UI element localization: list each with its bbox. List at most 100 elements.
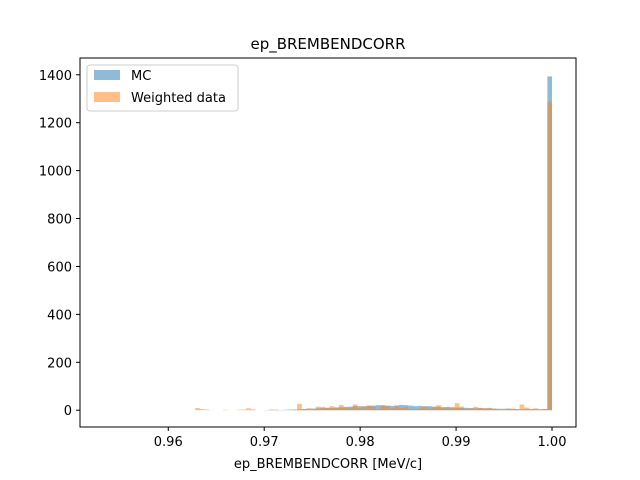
bar-weighted-data [246, 408, 251, 411]
bar-mc [417, 405, 423, 411]
bar-weighted-data [422, 406, 427, 411]
bar-weighted-data [505, 409, 511, 411]
x-tick-label: 0.98 [346, 435, 375, 450]
bar-mc [287, 409, 293, 411]
bar-weighted-data [394, 406, 400, 411]
bar-weighted-data [487, 407, 492, 411]
bar-mc [426, 406, 432, 411]
bar-weighted-data [385, 405, 390, 411]
legend-box [86, 64, 239, 112]
bar-weighted-data [440, 408, 446, 411]
bar-weighted-data [301, 409, 307, 411]
bar-weighted-data [195, 408, 200, 411]
bar-weighted-data [320, 406, 325, 411]
bar-weighted-data [426, 408, 432, 411]
bar-weighted-data [338, 404, 344, 411]
bar-weighted-data [528, 408, 534, 411]
bar-weighted-data [324, 407, 330, 411]
bar-mc [399, 404, 404, 411]
x-tick-label: 1.00 [538, 435, 567, 450]
bar-weighted-data [362, 406, 367, 411]
y-tick-label: 600 [47, 260, 72, 275]
legend-swatch-weighted-data [94, 92, 120, 102]
bar-mc [408, 405, 414, 411]
y-tick-label: 1000 [39, 165, 72, 180]
bar-weighted-data [533, 408, 539, 411]
bar-mc [413, 406, 418, 411]
legend-label-weighted-data: Weighted data [131, 91, 226, 106]
bar-mc [375, 405, 381, 411]
bar-mc [501, 408, 506, 411]
bar-weighted-data [357, 408, 363, 411]
bar-mc [496, 408, 502, 411]
bar-weighted-data [403, 407, 409, 411]
bar-weighted-data [329, 406, 335, 411]
bar-weighted-data [450, 407, 455, 411]
bar-weighted-data [311, 409, 316, 411]
bar-weighted-data [399, 408, 404, 411]
bar-weighted-data [380, 405, 386, 411]
bar-weighted-data [468, 408, 474, 411]
y-axis: 0 200 400 600 800 1000 1200 1400 [39, 69, 80, 419]
bar-weighted-data [436, 405, 441, 411]
bar-weighted-data [463, 408, 469, 411]
bar-mc [357, 406, 363, 411]
y-tick-label: 0 [64, 404, 72, 419]
bar-weighted-data [542, 409, 548, 411]
bar-weighted-data [204, 409, 210, 411]
bar-weighted-data [445, 408, 451, 411]
bar-weighted-data [496, 409, 502, 411]
x-tick-label: 0.97 [250, 435, 279, 450]
x-tick-label: 0.99 [442, 435, 471, 450]
x-tick-label: 0.96 [154, 435, 183, 450]
bar-weighted-data [352, 404, 358, 411]
legend-swatch-mc [94, 70, 120, 80]
bar-weighted-data [306, 408, 312, 411]
plot-area [195, 76, 553, 411]
chart-title: ep_BREMBENDCORR [250, 35, 405, 54]
bar-weighted-data [459, 406, 464, 411]
y-tick-label: 800 [47, 213, 72, 228]
legend-label-mc: MC [131, 69, 151, 84]
bar-weighted-data [538, 409, 543, 411]
series-weighted-data [195, 101, 553, 411]
plot-frame [79, 57, 577, 428]
bar-weighted-data [315, 406, 321, 411]
bar-weighted-data [431, 407, 437, 411]
legend: MC Weighted data [86, 64, 239, 112]
x-axis: 0.96 0.97 0.98 0.99 1.00 [154, 427, 567, 450]
bar-weighted-data [343, 407, 349, 411]
bar-weighted-data [371, 406, 376, 411]
y-tick-label: 400 [47, 308, 72, 323]
bar-mc [389, 405, 395, 411]
bar-weighted-data [199, 409, 205, 411]
bar-weighted-data [413, 409, 418, 411]
bar-weighted-data [514, 409, 520, 411]
bar-weighted-data [366, 405, 372, 411]
bar-weighted-data [389, 408, 395, 411]
bar-weighted-data [482, 408, 488, 411]
y-tick-label: 200 [47, 356, 72, 371]
bar-weighted-data [297, 403, 302, 411]
bar-weighted-data [250, 409, 256, 411]
bar-weighted-data [519, 404, 525, 411]
bar-weighted-data [269, 409, 274, 411]
bar-weighted-data [473, 406, 478, 411]
y-tick-label: 1400 [39, 69, 72, 84]
bar-weighted-data [348, 408, 353, 411]
x-axis-label: ep_BREMBENDCORR [MeV/c] [234, 457, 422, 472]
bar-weighted-data [241, 409, 247, 411]
bar-weighted-data [454, 403, 460, 411]
bar-weighted-data [375, 408, 381, 411]
bar-weighted-data [477, 407, 483, 411]
bar-weighted-data [547, 101, 553, 411]
bar-weighted-data [491, 408, 497, 411]
bar-weighted-data [417, 408, 423, 411]
bar-weighted-data [524, 407, 529, 411]
bar-weighted-data [510, 408, 515, 411]
bar-weighted-data [334, 407, 339, 411]
bar-mc [311, 408, 316, 411]
y-tick-label: 1200 [39, 117, 72, 132]
bar-weighted-data [408, 409, 414, 411]
